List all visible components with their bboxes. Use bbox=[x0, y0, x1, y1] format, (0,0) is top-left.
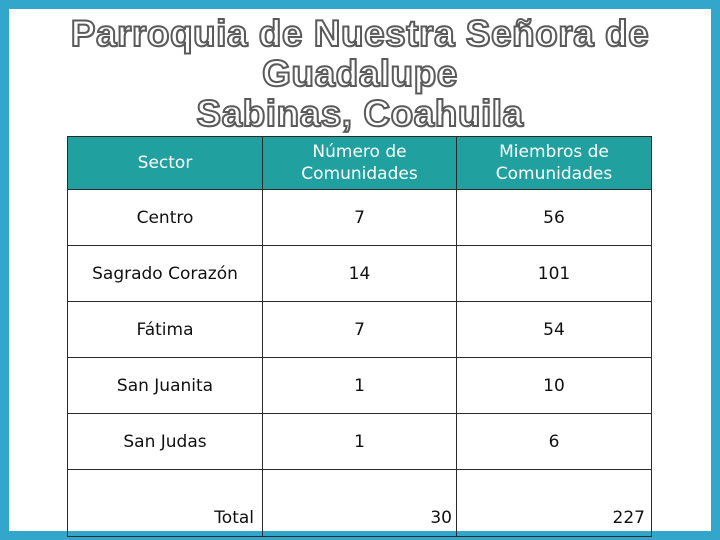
cell-sector: Sagrado Corazón bbox=[67, 245, 263, 302]
cell-miembros: 56 bbox=[456, 189, 652, 246]
cell-comunidades: 7 bbox=[262, 189, 457, 246]
table-header-row: Sector Número de Comunidades Miembros de… bbox=[67, 136, 652, 190]
cell-comunidades: 7 bbox=[262, 301, 457, 358]
table-row: Centro 7 56 bbox=[67, 189, 652, 246]
table-row: San Judas 1 6 bbox=[67, 413, 652, 470]
communities-table: Sector Número de Comunidades Miembros de… bbox=[67, 136, 652, 537]
header-miembros-comunidades: Miembros de Comunidades bbox=[456, 136, 652, 190]
cell-comunidades: 14 bbox=[262, 245, 457, 302]
table-total-row: Total 30 227 bbox=[67, 469, 652, 537]
header-numero-comunidades: Número de Comunidades bbox=[262, 136, 457, 190]
cell-sector: Fátima bbox=[67, 301, 263, 358]
cell-miembros: 101 bbox=[456, 245, 652, 302]
table-row: Sagrado Corazón 14 101 bbox=[67, 245, 652, 302]
title-line-1: Parroquia de Nuestra Señora de bbox=[70, 13, 650, 55]
cell-sector: San Judas bbox=[67, 413, 263, 470]
total-miembros: 227 bbox=[456, 469, 652, 537]
total-label: Total bbox=[67, 469, 263, 537]
cell-miembros: 10 bbox=[456, 357, 652, 414]
page-title: Parroquia de Nuestra Señora de Guadalupe… bbox=[0, 13, 720, 135]
cell-sector: San Juanita bbox=[67, 357, 263, 414]
table-row: Fátima 7 54 bbox=[67, 301, 652, 358]
cell-sector: Centro bbox=[67, 189, 263, 246]
cell-comunidades: 1 bbox=[262, 357, 457, 414]
cell-comunidades: 1 bbox=[262, 413, 457, 470]
title-line-3: Sabinas, Coahuila bbox=[195, 93, 524, 135]
header-sector: Sector bbox=[67, 136, 263, 190]
table-row: San Juanita 1 10 bbox=[67, 357, 652, 414]
cell-miembros: 6 bbox=[456, 413, 652, 470]
cell-miembros: 54 bbox=[456, 301, 652, 358]
total-comunidades: 30 bbox=[262, 469, 457, 537]
title-line-2: Guadalupe bbox=[261, 53, 458, 95]
